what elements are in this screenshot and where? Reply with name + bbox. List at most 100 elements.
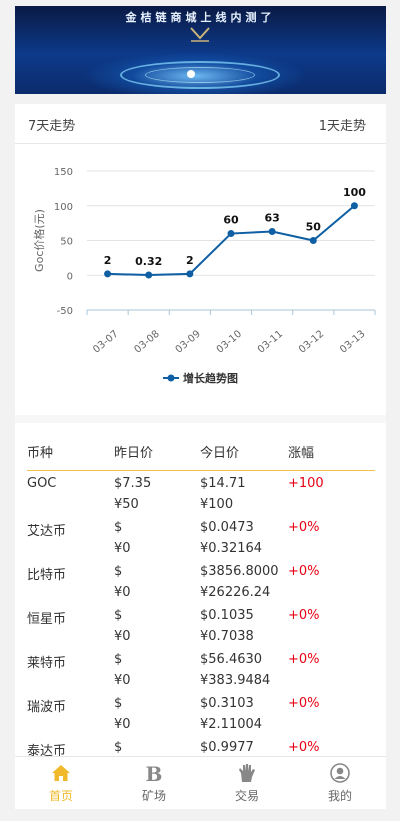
change-value: +0% xyxy=(288,740,320,755)
y-axis-label: Goc价格(元) xyxy=(32,209,46,272)
nav-label-home: 首页 xyxy=(48,789,73,803)
yesterday-usd: $ xyxy=(114,740,123,755)
coin-name: 恒星币 xyxy=(27,612,67,627)
banner-ring xyxy=(120,61,280,89)
mine-b-icon: B xyxy=(146,763,163,783)
banner[interactable]: 金桔链商城上线内测了 xyxy=(15,6,386,94)
nav-label-mine: 矿场 xyxy=(141,789,166,803)
section-divider-2 xyxy=(15,415,386,423)
today-cny: ¥26226.24 xyxy=(200,585,271,600)
banner-title: 金桔链商城上线内测了 xyxy=(125,11,276,24)
yesterday-usd: $ xyxy=(114,608,123,623)
carousel-indicator-dot[interactable] xyxy=(187,70,195,78)
today-cny: ¥2.11004 xyxy=(200,717,263,732)
x-tick-label: 03-11 xyxy=(256,329,285,356)
today-usd: $0.3103 xyxy=(200,696,254,711)
table-row[interactable]: GOC $7.35 ¥50 $14.71 ¥100 +100 xyxy=(27,471,375,515)
data-point xyxy=(350,202,358,210)
table-body: GOC $7.35 ¥50 $14.71 ¥100 +100 艾达币 $ ¥0 $0.0473 ¥0… xyxy=(27,471,375,779)
header-today-price: 今日价 xyxy=(200,446,240,461)
nav-item-trade[interactable]: 交易 xyxy=(201,757,293,809)
data-label: 60 xyxy=(223,214,239,227)
nav-label-trade: 交易 xyxy=(234,789,259,803)
yesterday-usd: $7.35 xyxy=(114,476,152,491)
yesterday-usd: $ xyxy=(114,564,123,579)
change-value: +100 xyxy=(288,476,324,491)
price-trend-chart: 150 100 50 0 -50 03-07 03-08 03-09 03-10 03-11 03-… xyxy=(15,145,386,415)
y-tick-label: -50 xyxy=(57,306,73,317)
header-change: 涨幅 xyxy=(288,446,315,461)
page-frame: 金桔链商城上线内测了 7天走势 1天走势 150 100 50 0 -50 03-07 03… xyxy=(15,6,386,809)
today-usd: $14.71 xyxy=(200,476,246,491)
today-usd: $56.4630 xyxy=(200,652,263,667)
tab-7-day-trend[interactable]: 7天走势 xyxy=(28,119,76,134)
data-label: 63 xyxy=(264,211,279,224)
yesterday-cny: ¥0 xyxy=(114,717,131,732)
coin-name: 比特币 xyxy=(27,568,67,583)
nav-item-mine[interactable]: B 矿场 xyxy=(108,757,200,809)
header-coin: 币种 xyxy=(27,446,54,461)
y-tick-label: 50 xyxy=(60,237,73,248)
chart-svg: 150 100 50 0 -50 03-07 03-08 03-09 03-10 03-11 03-… xyxy=(32,167,376,385)
trend-tabs: 7天走势 1天走势 xyxy=(15,104,386,144)
yesterday-cny: ¥0 xyxy=(114,673,131,688)
yesterday-cny: ¥0 xyxy=(114,541,131,556)
x-tick-label: 03-09 xyxy=(174,329,203,356)
nav-item-profile[interactable]: 我的 xyxy=(294,757,386,809)
x-tick-label: 03-13 xyxy=(338,329,367,356)
data-label: 0.32 xyxy=(135,255,162,268)
data-point xyxy=(309,237,317,244)
data-label: 50 xyxy=(306,221,322,234)
today-cny: ¥0.7038 xyxy=(200,629,254,644)
data-point xyxy=(104,270,112,278)
coin-name: GOC xyxy=(27,476,57,491)
today-cny: ¥0.32164 xyxy=(200,541,263,556)
table-row[interactable]: 瑞波币 $ ¥0 $0.3103 ¥2.11004 +0% xyxy=(27,691,375,735)
yesterday-cny: ¥0 xyxy=(114,585,131,600)
change-value: +0% xyxy=(288,520,320,535)
coin-price-table: 币种 昨日价 今日价 涨幅 GOC $7.35 ¥50 $14.71 ¥100 +100 艾… xyxy=(27,434,375,779)
banner-ring-inner xyxy=(145,67,255,83)
yesterday-cny: ¥50 xyxy=(114,497,139,512)
y-tick-label: 0 xyxy=(67,271,73,282)
chevron-down-icon xyxy=(190,27,210,42)
coin-name: 莱特币 xyxy=(27,656,67,671)
today-usd: $3856.8000 xyxy=(200,564,279,579)
today-usd: $0.1035 xyxy=(200,608,254,623)
coin-name: 泰达币 xyxy=(27,744,67,759)
nav-item-home[interactable]: 首页 xyxy=(15,757,107,809)
data-point xyxy=(227,230,235,238)
change-value: +0% xyxy=(288,564,320,579)
profile-icon xyxy=(330,763,350,783)
y-tick-label: 100 xyxy=(54,202,73,213)
section-divider xyxy=(15,94,386,104)
tab-1-day-trend[interactable]: 1天走势 xyxy=(318,119,366,134)
svg-text:B: B xyxy=(146,763,163,783)
home-icon xyxy=(52,765,70,781)
legend-marker xyxy=(167,374,175,382)
today-usd: $0.0473 xyxy=(200,520,254,535)
data-point xyxy=(268,227,276,235)
data-label: 100 xyxy=(343,186,366,199)
change-value: +0% xyxy=(288,608,320,623)
y-tick-label: 150 xyxy=(54,167,73,178)
table-row[interactable]: 莱特币 $ ¥0 $56.4630 ¥383.9484 +0% xyxy=(27,647,375,691)
legend-label: 增长趋势图 xyxy=(183,371,238,385)
change-value: +0% xyxy=(288,696,320,711)
yesterday-cny: ¥0 xyxy=(114,629,131,644)
x-tick-label: 03-10 xyxy=(215,329,244,356)
coin-name: 艾达币 xyxy=(27,524,67,539)
table-row[interactable]: 泰达币 $ $0.9977 +0% xyxy=(27,735,375,779)
nav-label-profile: 我的 xyxy=(327,789,352,803)
data-point xyxy=(186,270,194,278)
table-row[interactable]: 恒星币 $ ¥0 $0.1035 ¥0.7038 +0% xyxy=(27,603,375,647)
table-row[interactable]: 艾达币 $ ¥0 $0.0473 ¥0.32164 +0% xyxy=(27,515,375,559)
bottom-nav: 首页 B 矿场 交易 我的 xyxy=(15,756,386,809)
data-label: 2 xyxy=(186,254,194,267)
x-tick-label: 03-12 xyxy=(297,329,326,356)
trade-hand-icon xyxy=(239,764,255,782)
yesterday-usd: $ xyxy=(114,696,123,711)
yesterday-usd: $ xyxy=(114,652,123,667)
table-row[interactable]: 比特币 $ ¥0 $3856.8000 ¥26226.24 +0% xyxy=(27,559,375,603)
